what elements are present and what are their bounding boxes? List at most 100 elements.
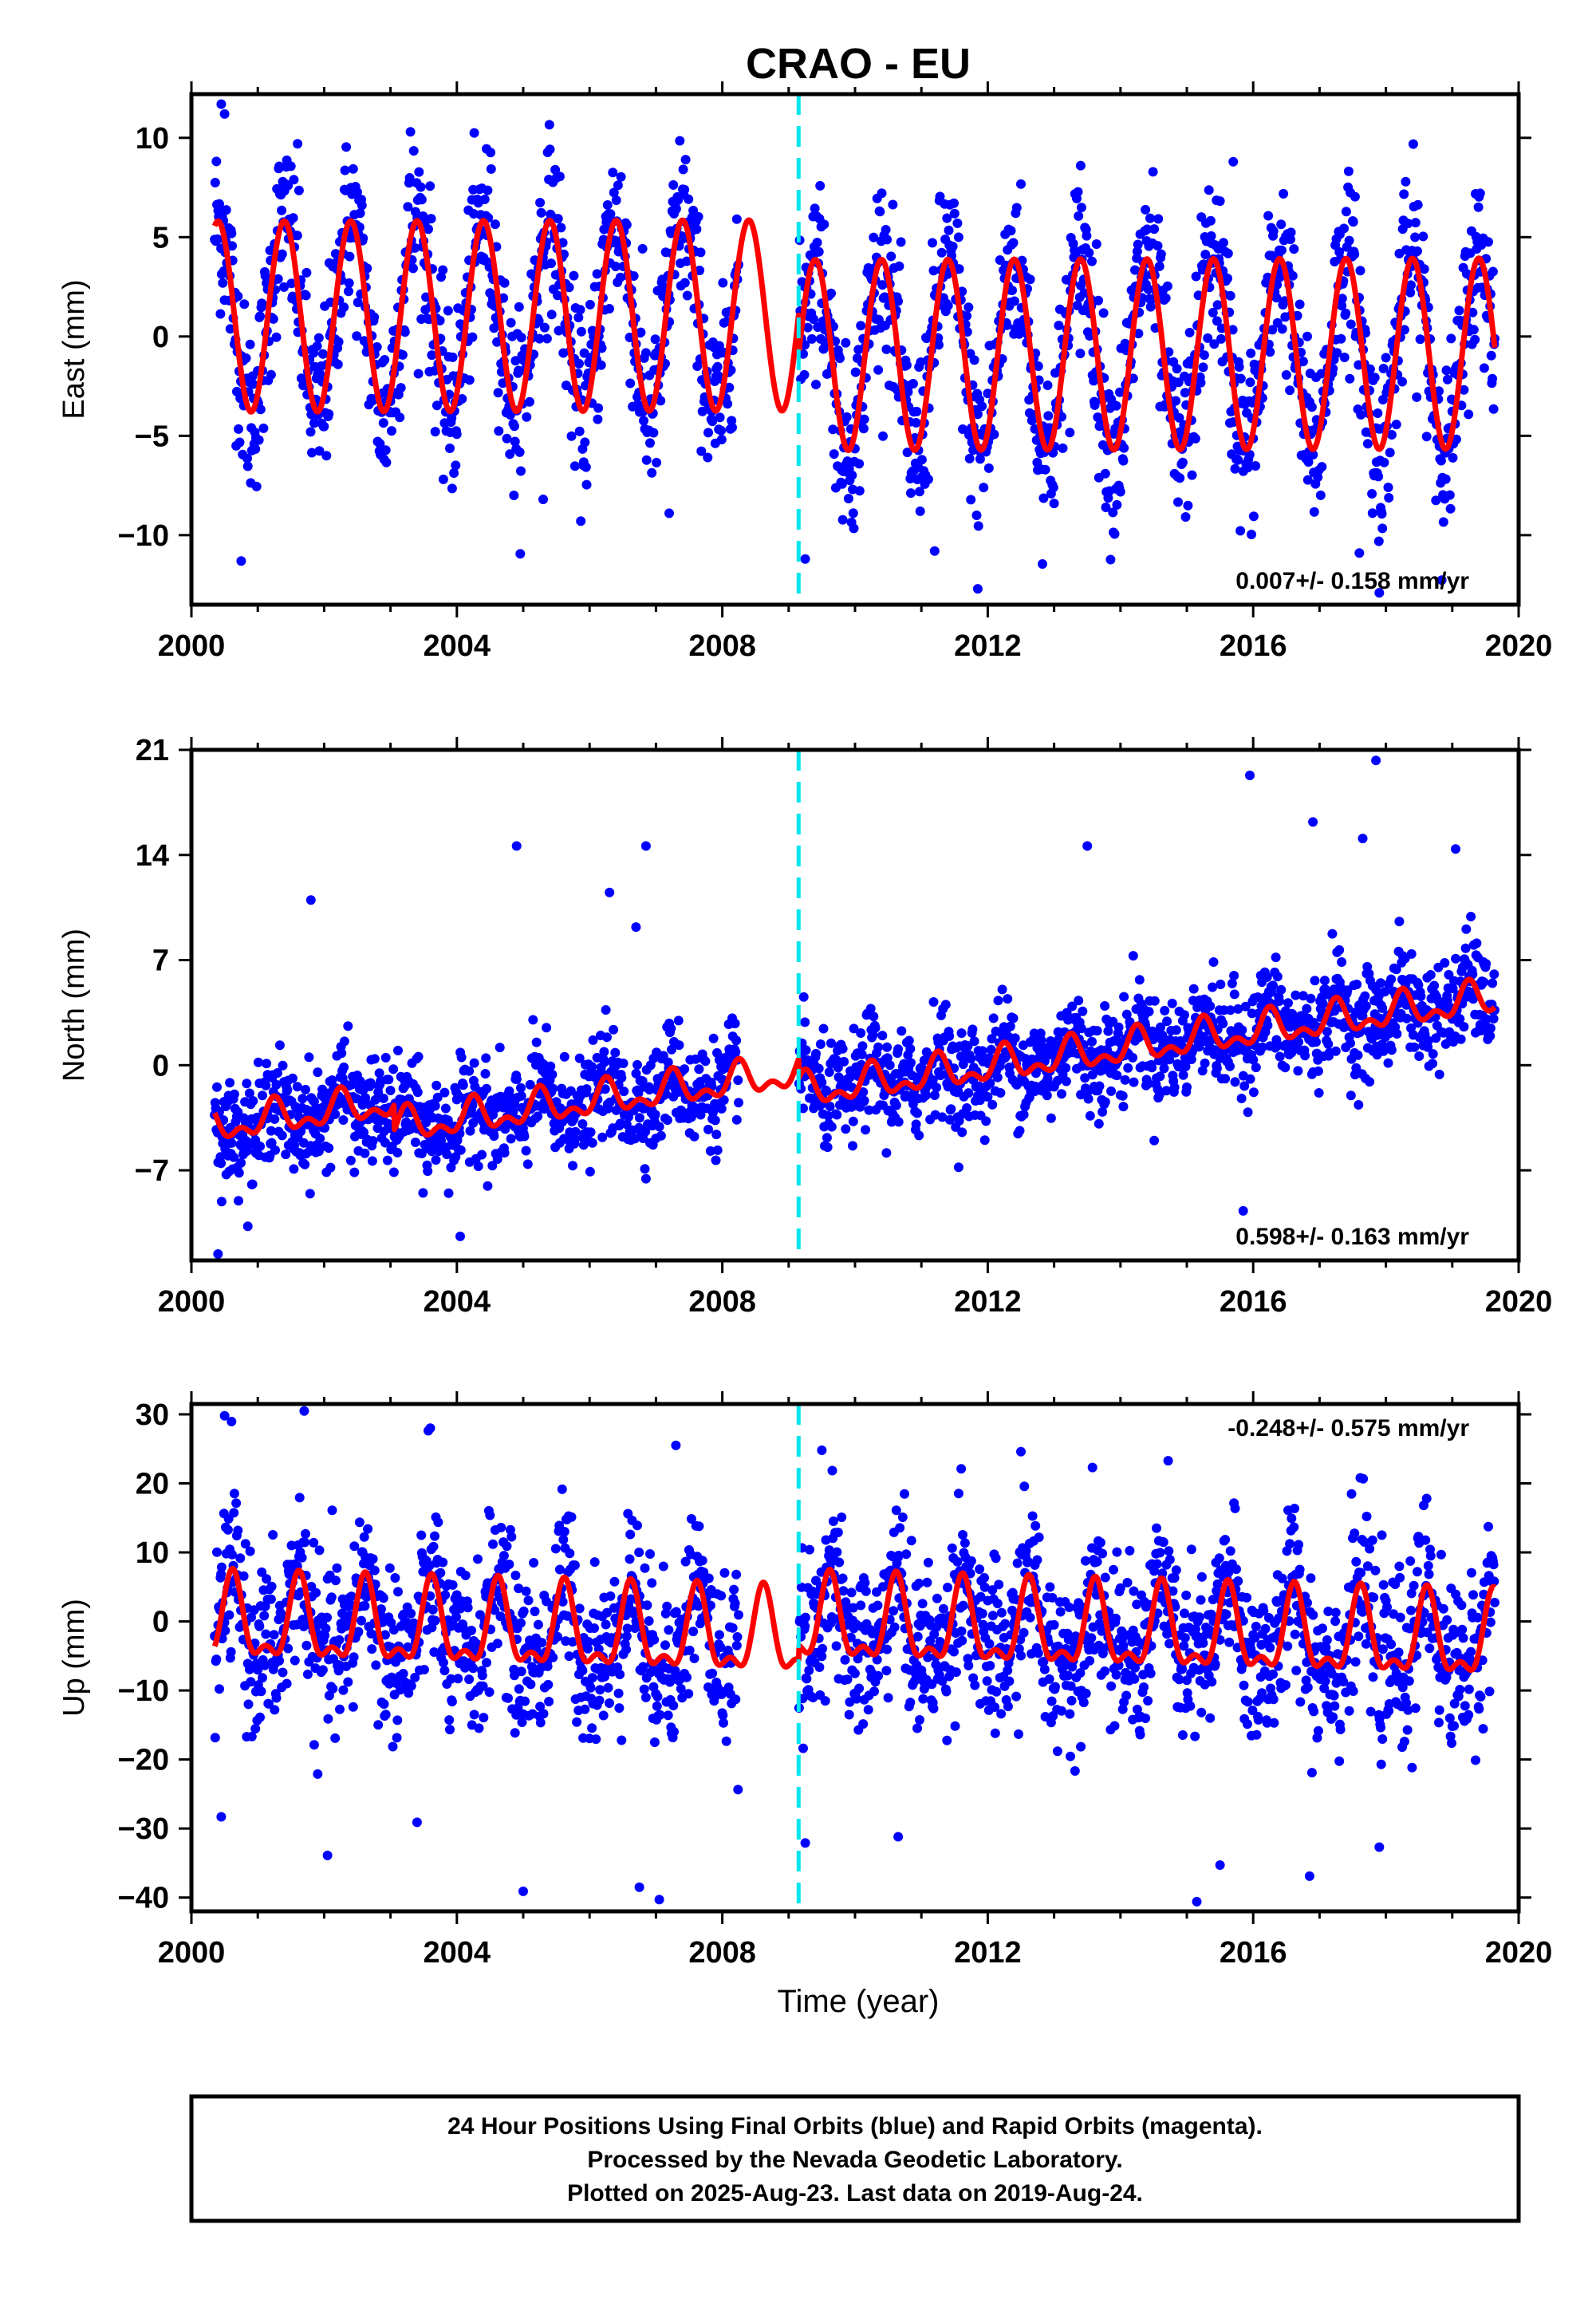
north-point [1087,1070,1097,1080]
east-point [1177,457,1188,467]
north-point [455,1231,465,1241]
east-point [858,424,869,434]
north-point [1171,1025,1181,1035]
east-point [221,205,231,215]
east-point [539,322,550,333]
north-point [1429,980,1440,991]
up-point [469,1710,479,1720]
north-point [1094,1081,1105,1091]
east-point [279,282,289,292]
up-point [278,1667,288,1678]
east-point [352,331,362,341]
up-point [349,1541,360,1552]
east-point [1008,238,1019,248]
up-point [460,1570,471,1580]
east-point [467,332,478,342]
east-point [684,194,694,204]
east-point [438,474,448,484]
east-point [358,233,368,243]
north-point [673,1016,684,1026]
north-point [861,1125,871,1135]
up-point [268,1530,278,1540]
north-point [969,1036,979,1047]
east-point [416,182,426,192]
up-point [533,1619,543,1630]
east-point [849,523,859,534]
east-point [695,266,705,275]
east-point [1204,185,1214,195]
east-point [682,290,692,301]
north-point [818,1023,829,1034]
up-point [419,1665,429,1674]
east-point [233,291,243,302]
east-point [1154,261,1164,271]
east-x-tick-label: 2000 [158,629,226,663]
up-point [233,1525,243,1536]
east-point [969,355,979,365]
east-point [554,325,564,336]
north-point [634,1113,644,1123]
north-point [522,1159,533,1169]
up-point [477,1670,487,1681]
north-point [412,1087,423,1098]
north-point [1472,938,1482,948]
north-point [801,1045,811,1055]
east-point [585,299,595,310]
north-point [212,1082,222,1092]
east-point [948,241,958,251]
north-point [1459,1022,1469,1032]
east-point [716,425,727,436]
north-point [674,1040,684,1051]
up-point [309,1740,319,1750]
north-point [1245,771,1255,780]
east-point [344,278,354,288]
east-point [888,199,898,210]
up-point [518,1606,529,1616]
north-point [313,1067,323,1078]
north-point [848,1141,857,1151]
east-point [1475,188,1485,199]
east-point [1190,433,1200,444]
up-point [384,1563,395,1573]
north-point [800,1017,810,1027]
east-point [1247,530,1256,539]
east-point [430,427,440,437]
east-point [602,200,613,210]
north-point [1485,1023,1496,1033]
east-point [554,172,565,182]
up-point [216,1562,227,1572]
north-point [365,1078,376,1088]
up-point [514,1684,524,1694]
north-point [368,1136,378,1146]
east-point [703,452,713,463]
up-point [559,1527,569,1536]
north-point [1118,1102,1129,1112]
east-point [225,324,235,334]
north-point [964,1088,974,1098]
north-point [216,1158,227,1169]
east-point [1348,217,1358,227]
north-point [1310,976,1320,986]
north-point [1208,957,1219,967]
east-point [671,203,681,214]
east-point [881,225,891,235]
north-point [962,1103,972,1113]
east-point [1105,554,1116,565]
north-point [877,1031,888,1041]
east-point [1421,432,1432,442]
up-point [354,1517,365,1528]
east-point [257,298,267,309]
north-point [393,1045,403,1055]
east-point [682,256,692,266]
north-point [255,1142,265,1151]
east-point [1183,500,1193,511]
north-point [1046,1113,1056,1123]
up-point [445,1725,455,1735]
north-point [261,1080,271,1090]
north-point [979,1135,990,1146]
up-point [309,1537,319,1548]
east-point [425,181,435,191]
east-point [1006,226,1016,236]
north-point [906,1058,916,1068]
